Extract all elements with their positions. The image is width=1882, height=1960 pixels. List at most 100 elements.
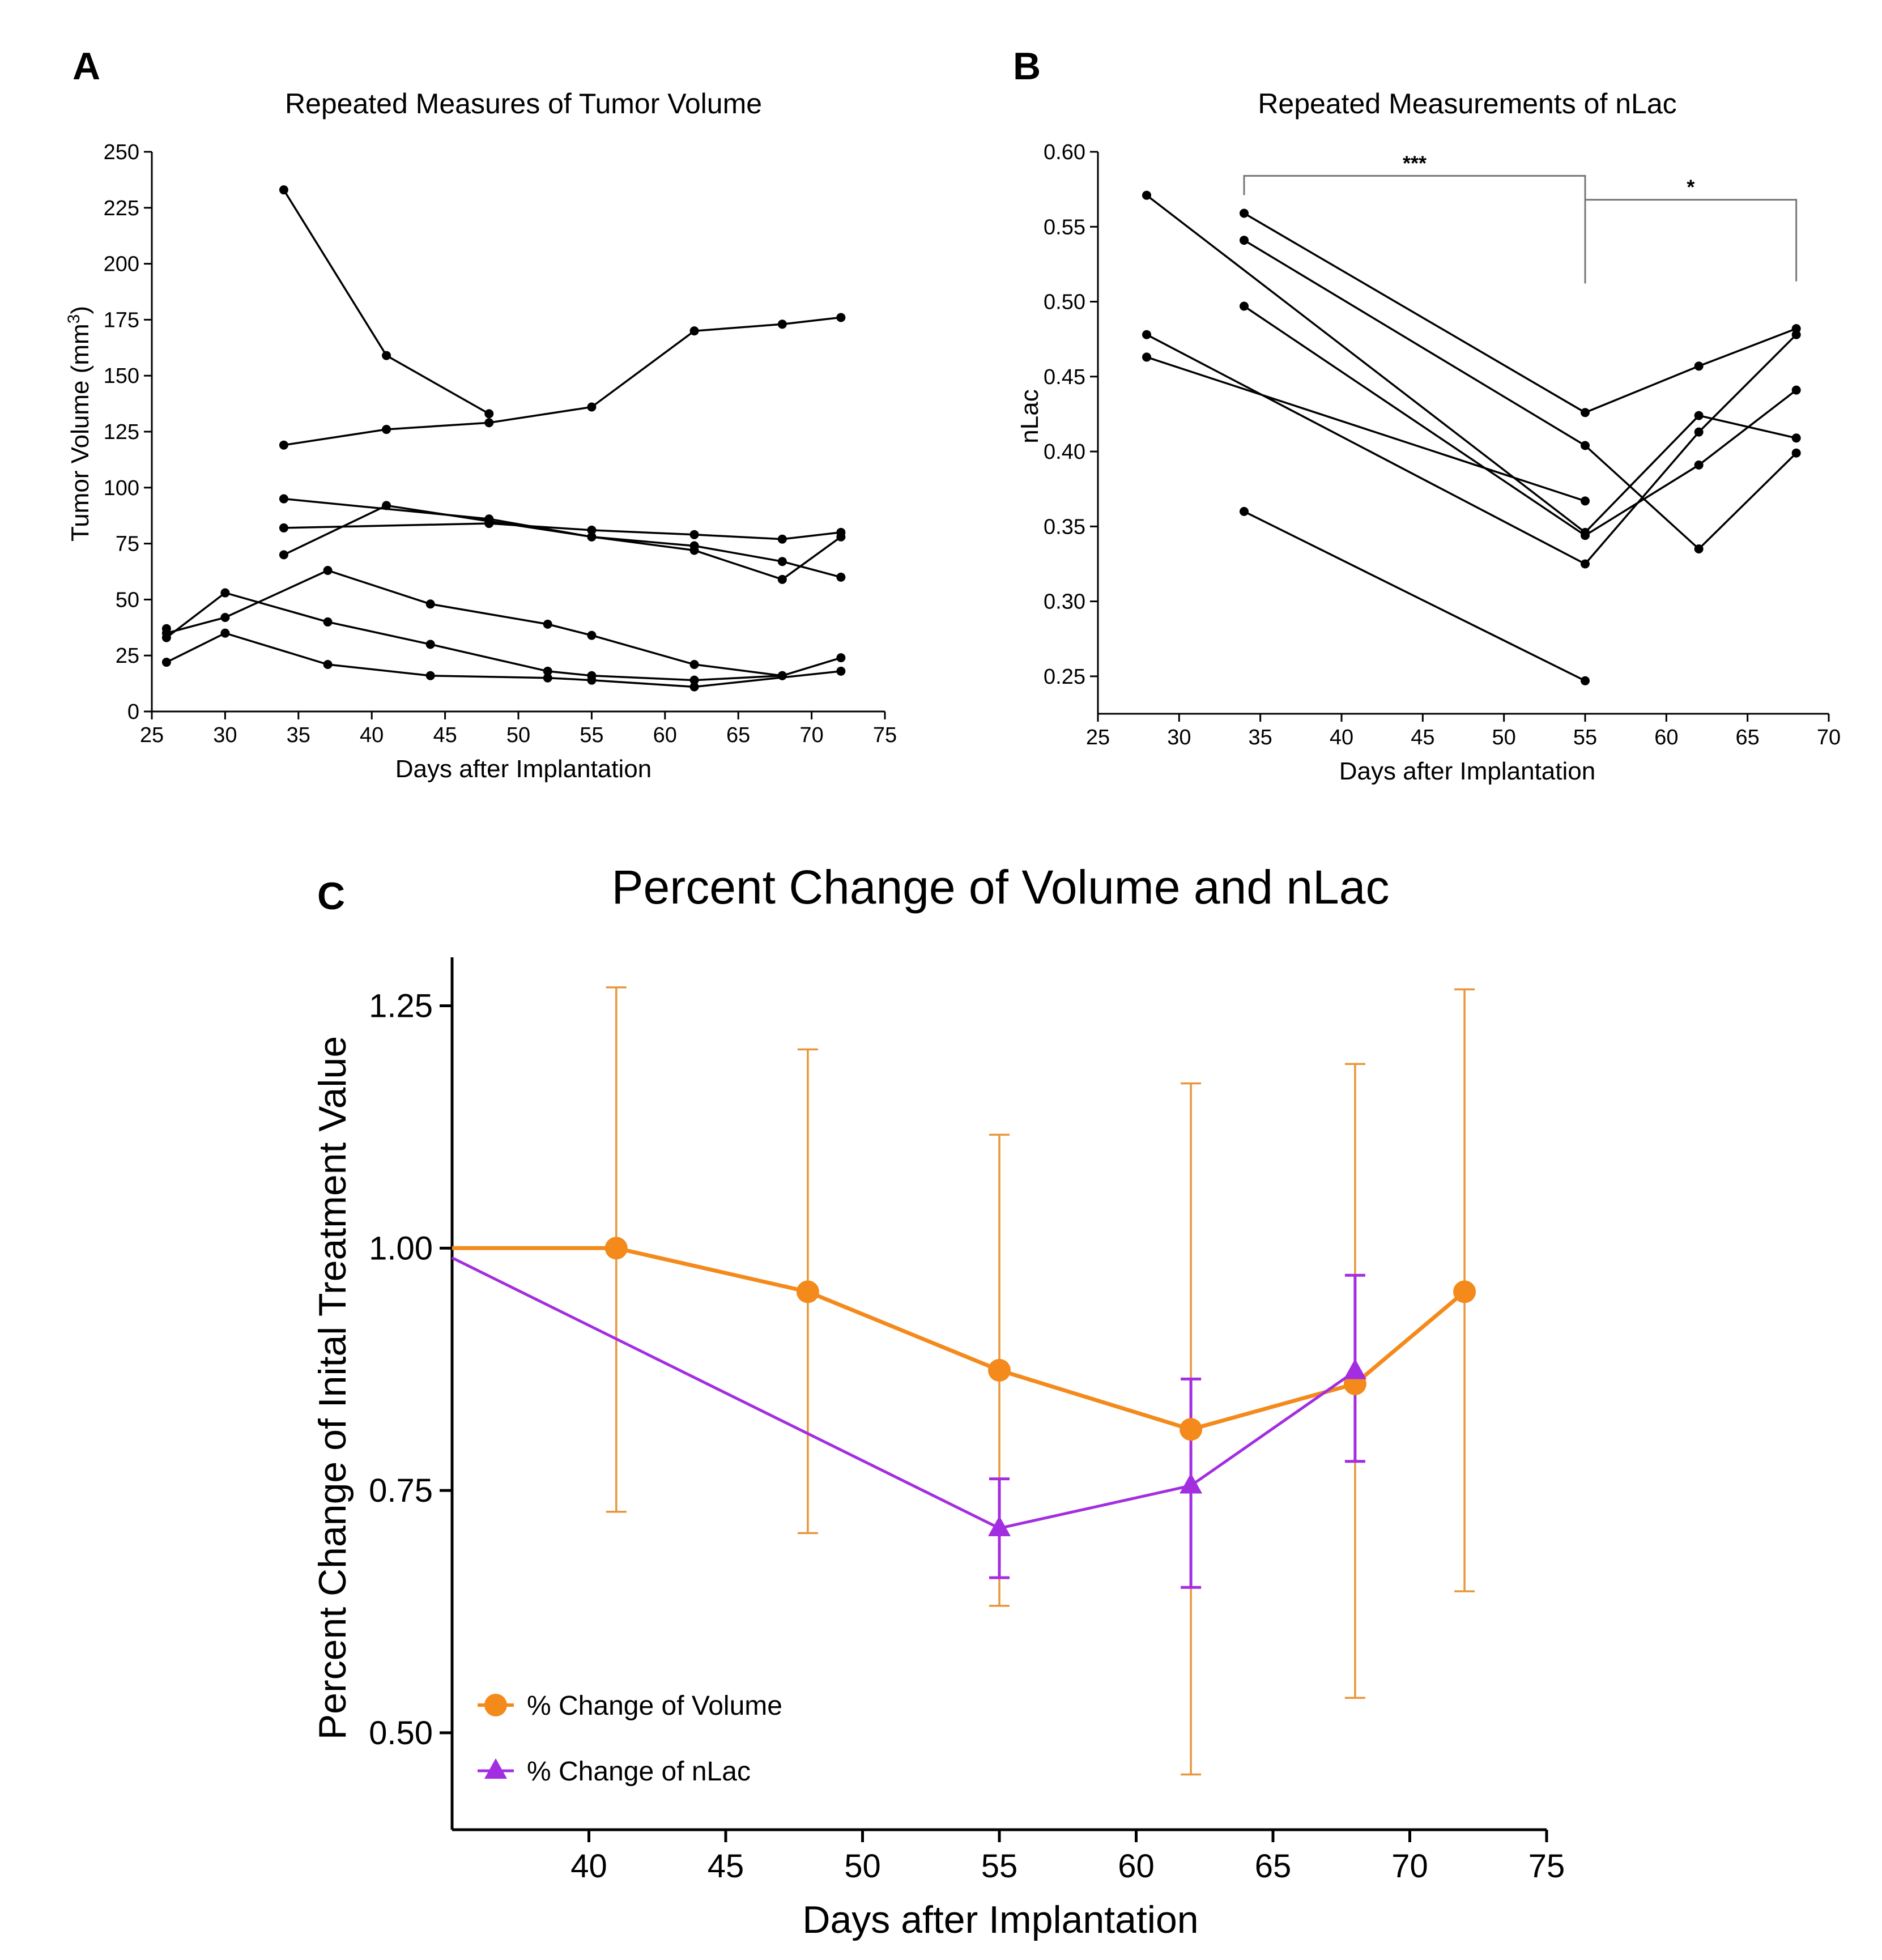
panel-b-x-tick-label-65: 65 xyxy=(1736,726,1760,749)
panel-b-point-subject-3-day-34 xyxy=(1240,236,1249,245)
panel-a-point-subject-8-day-37 xyxy=(323,660,333,670)
panel-a-point-subject-4-day-55 xyxy=(587,525,597,535)
panel-c-x-tick-label-75: 75 xyxy=(1528,1848,1565,1885)
panel-a-point-subject-7-day-62 xyxy=(689,675,699,685)
panel-b-line-subject-3 xyxy=(1244,239,1797,551)
panel-a-y-label-sup: 3 xyxy=(65,314,83,324)
panel-a-line-subject-2 xyxy=(283,316,841,446)
panel-a-point-subject-3-day-68 xyxy=(777,557,787,566)
panel-a-point-subject-4-day-34 xyxy=(279,523,288,532)
panel-a-y-tick-label-250: 250 xyxy=(104,140,139,164)
panel-a-point-subject-7-day-26 xyxy=(161,633,171,642)
panel-b-chart: Repeated Measurements of nLac Days after… xyxy=(1016,88,1841,785)
panel-c-x-tick-label-50: 50 xyxy=(844,1848,881,1885)
panel-a-point-subject-5-day-72 xyxy=(836,532,846,542)
panel-b-x-tick-label-50: 50 xyxy=(1492,726,1516,749)
panel-a-x-tick-label-30: 30 xyxy=(213,723,237,747)
panel-b-y-tick-label-0-40: 0.40 xyxy=(1044,440,1085,464)
panel-a-point-subject-8-day-62 xyxy=(689,682,699,692)
panel-b-title: Repeated Measurements of nLac xyxy=(1258,88,1676,120)
panel-c-line-nlac xyxy=(451,1256,1356,1530)
panel-b-x-tick-label-25: 25 xyxy=(1086,726,1110,749)
panel-a-y-tick-label-225: 225 xyxy=(104,197,139,220)
panel-b-point-subject-5-day-62 xyxy=(1694,427,1704,437)
panel-a-x-tick-label-25: 25 xyxy=(140,723,164,747)
panel-c-point-nlac-day-68 xyxy=(1343,1358,1366,1379)
panel-b-y-tick-label-0-25: 0.25 xyxy=(1044,665,1085,689)
panel-a-x-tick-label-65: 65 xyxy=(726,723,750,747)
panel-a-line-subject-5 xyxy=(283,504,842,581)
panel-a-point-subject-2-day-72 xyxy=(836,313,846,322)
panel-b-point-subject-1-day-62 xyxy=(1694,411,1704,420)
panel-b-significance-bracket-2 xyxy=(1585,199,1798,282)
panel-a-point-subject-7-day-44 xyxy=(425,640,435,649)
panel-a-point-subject-6-day-52 xyxy=(543,619,552,629)
panel-c-legend-nlac-label: % Change of nLac xyxy=(527,1757,751,1787)
panel-a-letter: A xyxy=(73,45,100,88)
panel-a-point-subject-5-day-48 xyxy=(484,517,494,526)
panel-a-y-tick-label-25: 25 xyxy=(116,644,139,668)
panel-c-y-tick-label-0-50: 0.50 xyxy=(369,1715,433,1752)
panel-b-letter: B xyxy=(1013,45,1041,88)
panel-b-point-subject-7-day-34 xyxy=(1240,506,1249,516)
panel-c-point-nlac-day-62 xyxy=(1180,1473,1203,1494)
panel-b-point-subject-5-day-68 xyxy=(1791,330,1801,339)
panel-a-x-tick-label-40: 40 xyxy=(360,723,384,747)
panel-b-y-tick-label-0-45: 0.45 xyxy=(1044,365,1085,389)
panel-b-point-subject-2-day-55 xyxy=(1581,408,1590,417)
panel-a-line-subject-6 xyxy=(166,569,841,677)
panel-b-point-subject-4-day-68 xyxy=(1791,385,1801,395)
panel-a-point-subject-4-day-62 xyxy=(689,530,699,539)
panel-a-point-subject-1-day-34 xyxy=(279,185,288,195)
panel-a-x-tick-label-35: 35 xyxy=(287,723,310,747)
panel-b-line-subject-4 xyxy=(1244,305,1797,537)
panel-b-point-subject-2-day-34 xyxy=(1240,208,1249,218)
panel-a-point-subject-8-day-72 xyxy=(836,666,846,676)
panel-c-legend-nlac-marker xyxy=(484,1758,507,1779)
panel-c-x-tick-label-70: 70 xyxy=(1391,1848,1428,1885)
panel-b-y-tick-label-0-60: 0.60 xyxy=(1044,140,1085,164)
panel-c-title: Percent Change of Volume and nLac xyxy=(612,860,1390,914)
panel-b-y-tick-label-0-50: 0.50 xyxy=(1044,291,1085,314)
panel-c-x-tick-label-60: 60 xyxy=(1118,1848,1155,1885)
panel-c-point-volume-day-48 xyxy=(796,1280,819,1303)
panel-a-y-tick-label-75: 75 xyxy=(116,532,139,556)
panel-a-line-subject-4 xyxy=(283,522,841,540)
panel-b-x-tick-label-35: 35 xyxy=(1249,726,1272,749)
panel-b-point-subject-5-day-28 xyxy=(1142,330,1151,339)
panel-b-line-subject-6 xyxy=(1146,356,1586,502)
panel-c-x-tick-label-55: 55 xyxy=(981,1848,1018,1885)
panel-b-point-subject-4-day-55 xyxy=(1581,531,1590,540)
panel-b-point-subject-4-day-34 xyxy=(1240,301,1249,311)
panel-a-y-label-main: Tumor Volume (mm xyxy=(66,323,94,542)
panel-c-y-tick-label-1-25: 1.25 xyxy=(369,988,433,1025)
panel-a-x-tick-label-60: 60 xyxy=(653,723,677,747)
panel-b-x-tick-label-70: 70 xyxy=(1817,726,1841,749)
panel-b-y-tick-label-0-55: 0.55 xyxy=(1044,215,1085,239)
panel-a-line-subject-1 xyxy=(283,189,490,415)
panel-a-y-tick-label-175: 175 xyxy=(104,308,139,332)
panel-a-chart: Repeated Measures of Tumor Volume Days a… xyxy=(65,88,897,783)
panel-a-y-axis-label: Tumor Volume (mm3) xyxy=(65,306,94,542)
panel-a-x-axis-label: Days after Implantation xyxy=(395,755,652,783)
panel-c-chart: Percent Change of Volume and nLac Days a… xyxy=(311,860,1565,1941)
panel-c-point-volume-day-62 xyxy=(1180,1418,1203,1441)
panel-b-y-tick-label-0-35: 0.35 xyxy=(1044,515,1085,539)
panel-b-y-tick-label-0-30: 0.30 xyxy=(1044,590,1085,614)
panel-a-y-tick-label-0: 0 xyxy=(127,700,139,724)
panel-c-point-volume-day-55 xyxy=(988,1358,1011,1382)
panel-a-point-subject-5-day-41 xyxy=(382,501,391,510)
panel-b-x-tick-label-55: 55 xyxy=(1573,726,1597,749)
panel-a-point-subject-1-day-41 xyxy=(382,351,391,360)
panel-a-y-tick-label-50: 50 xyxy=(116,588,139,612)
panel-a-x-tick-label-45: 45 xyxy=(433,723,457,747)
panel-a-point-subject-2-day-62 xyxy=(689,326,699,336)
panel-b-x-tick-label-45: 45 xyxy=(1411,726,1434,749)
panel-a-x-tick-label-50: 50 xyxy=(506,723,530,747)
panel-c-y-axis-label: Percent Change of Inital Treatment Value xyxy=(311,1036,354,1740)
panel-a-point-subject-6-day-37 xyxy=(323,566,333,576)
panel-a-point-subject-5-day-62 xyxy=(689,546,699,555)
panel-b-line-subject-2 xyxy=(1244,212,1797,414)
panel-a-y-tick-label-100: 100 xyxy=(104,476,139,500)
